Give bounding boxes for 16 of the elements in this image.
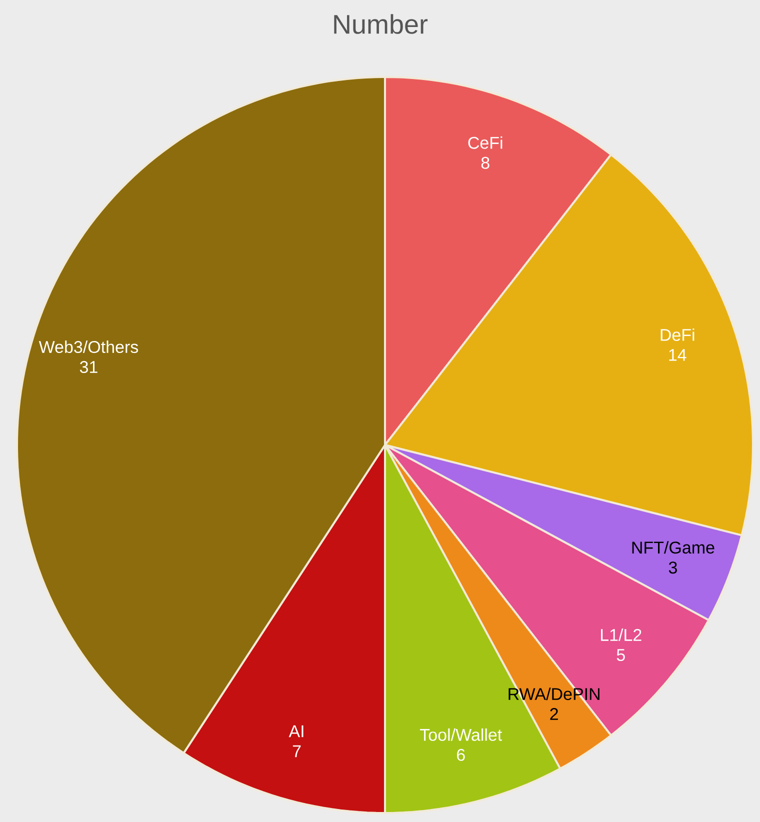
slice-label: Web3/Others: [38, 340, 138, 354]
data-label: 5: [616, 649, 625, 662]
data-label: 14: [669, 349, 686, 361]
data-label: 2: [550, 708, 558, 720]
data-label: 8: [481, 156, 490, 169]
slice-label: DeFi: [660, 328, 694, 341]
data-label: 7: [292, 745, 301, 758]
data-label: 6: [457, 748, 465, 761]
slice-label: Tool/Wallet: [420, 728, 502, 741]
data-label: 3: [668, 562, 677, 574]
slice-label: CeFi: [468, 136, 502, 149]
chart-title: Number: [334, 14, 428, 34]
slice-label: AI: [288, 725, 304, 738]
slice-label: NFT/Game: [632, 541, 714, 554]
slice-label: L1/L2: [601, 628, 642, 642]
data-label: 31: [80, 361, 98, 374]
